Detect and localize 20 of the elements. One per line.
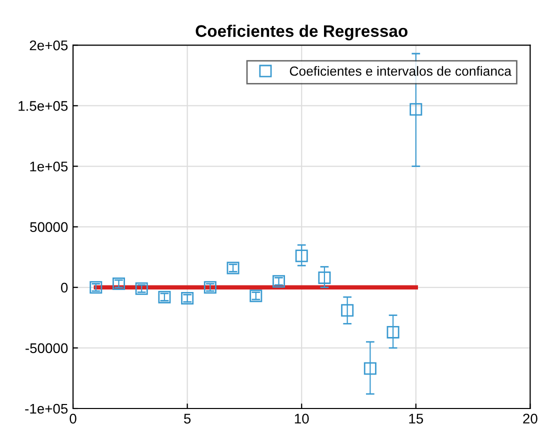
y-tick-label: 1e+05 xyxy=(30,162,68,172)
chart-title: Coeficientes de Regressao xyxy=(196,24,408,40)
x-tick-label: 10 xyxy=(294,414,309,424)
point xyxy=(341,304,354,317)
y-tick-label: 50000 xyxy=(30,222,68,232)
x-tick-label: 15 xyxy=(409,414,424,424)
y-tick-label: -1e+05 xyxy=(25,404,68,414)
y-tick-label: 2e+05 xyxy=(30,40,68,50)
legend-label: Coeficientes e intervalos de confianca xyxy=(290,66,512,76)
x-tick-label: 0 xyxy=(70,414,76,424)
point xyxy=(318,271,331,284)
x-tick-label: 5 xyxy=(184,414,191,424)
y-tick-label: 1.5e+05 xyxy=(18,101,68,111)
point xyxy=(364,362,376,375)
y-tick-label: 0 xyxy=(60,282,68,293)
x-tick-label: 20 xyxy=(523,414,538,424)
point xyxy=(386,326,400,338)
y-tick-label: -50000 xyxy=(26,343,68,354)
point xyxy=(410,103,422,116)
point xyxy=(295,250,308,262)
